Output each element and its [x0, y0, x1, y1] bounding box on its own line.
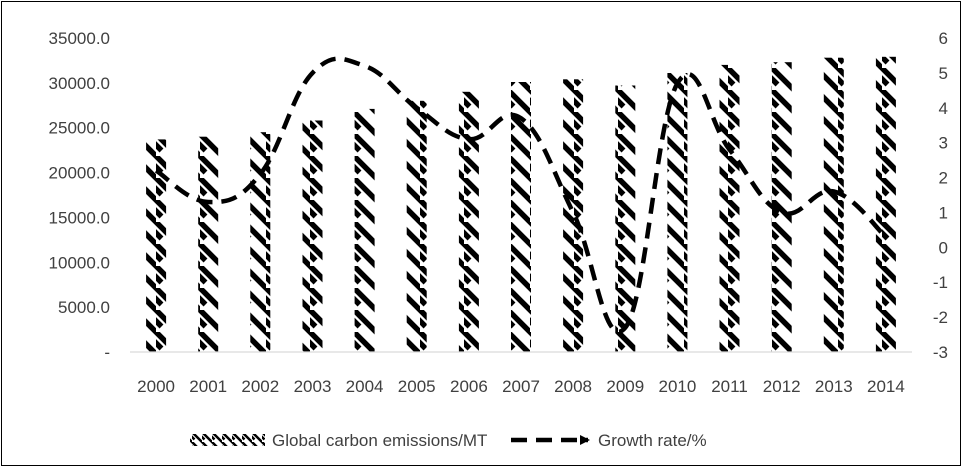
x-tick-label: 2006 [450, 377, 488, 396]
x-tick-label: 2004 [346, 377, 384, 396]
left-tick-label: 25000.0 [49, 119, 110, 138]
x-tick-label: 2003 [294, 377, 332, 396]
bar-2011 [719, 64, 740, 353]
legend-bar-label: Global carbon emissions/MT [272, 431, 487, 450]
left-tick-label: 20000.0 [49, 164, 110, 183]
bar-2012 [771, 62, 792, 352]
right-tick-label: 4 [939, 99, 948, 118]
bar-2006 [458, 91, 479, 353]
left-y-axis: - 5000.0 10000.0 15000.0 20000.0 25000.0 30000… [49, 29, 110, 362]
bar-2014 [875, 56, 896, 353]
left-tick-label: - [104, 343, 110, 362]
legend-bar-swatch [190, 434, 265, 446]
right-y-axis: -3 -2 -1 0 1 2 3 4 5 6 [933, 29, 948, 362]
x-tick-label: 2012 [763, 377, 801, 396]
x-tick-label: 2010 [658, 377, 696, 396]
line-series [154, 56, 888, 334]
bar-2013 [823, 57, 844, 352]
legend-line-label: Growth rate/% [598, 431, 707, 450]
left-tick-label: 5000.0 [58, 298, 110, 317]
left-tick-label: 15000.0 [49, 208, 110, 227]
x-tick-label: 2009 [606, 377, 644, 396]
bar-2001 [198, 136, 219, 352]
x-tick-label: 2001 [189, 377, 227, 396]
growth-rate-line [154, 56, 888, 334]
bar-2005 [406, 100, 427, 352]
x-tick-label: 2007 [502, 377, 540, 396]
bar-2004 [354, 108, 375, 353]
x-tick-label: 2002 [241, 377, 279, 396]
x-tick-label: 2011 [711, 377, 748, 396]
right-tick-label: 1 [939, 203, 948, 222]
legend: Global carbon emissions/MT Growth rate/% [190, 431, 707, 450]
bar-2007 [511, 82, 531, 352]
x-tick-label: 2008 [554, 377, 592, 396]
bar-series [146, 56, 896, 353]
right-tick-label: -3 [933, 343, 948, 362]
bar-2002 [250, 132, 271, 352]
right-tick-label: 2 [939, 169, 948, 188]
left-tick-label: 10000.0 [49, 253, 110, 272]
x-axis-labels: 2000 2001 2002 2003 2004 2005 2006 2007 2008 2009… [137, 377, 905, 396]
right-tick-label: 3 [939, 134, 948, 153]
x-tick-label: 2013 [815, 377, 853, 396]
bar-2003 [302, 120, 323, 352]
right-tick-label: -2 [933, 308, 948, 327]
bar-2008 [563, 79, 584, 353]
right-tick-label: 6 [939, 29, 948, 48]
x-tick-label: 2005 [398, 377, 436, 396]
x-tick-label: 2014 [867, 377, 905, 396]
right-tick-label: 0 [939, 238, 948, 257]
bar-2000 [146, 139, 167, 352]
bar-2009 [615, 85, 636, 352]
x-tick-label: 2000 [137, 377, 175, 396]
right-tick-label: 5 [939, 64, 948, 83]
left-tick-label: 30000.0 [49, 74, 110, 93]
right-tick-label: -1 [933, 273, 948, 292]
left-tick-label: 35000.0 [49, 29, 110, 48]
bar-2010 [667, 73, 688, 352]
